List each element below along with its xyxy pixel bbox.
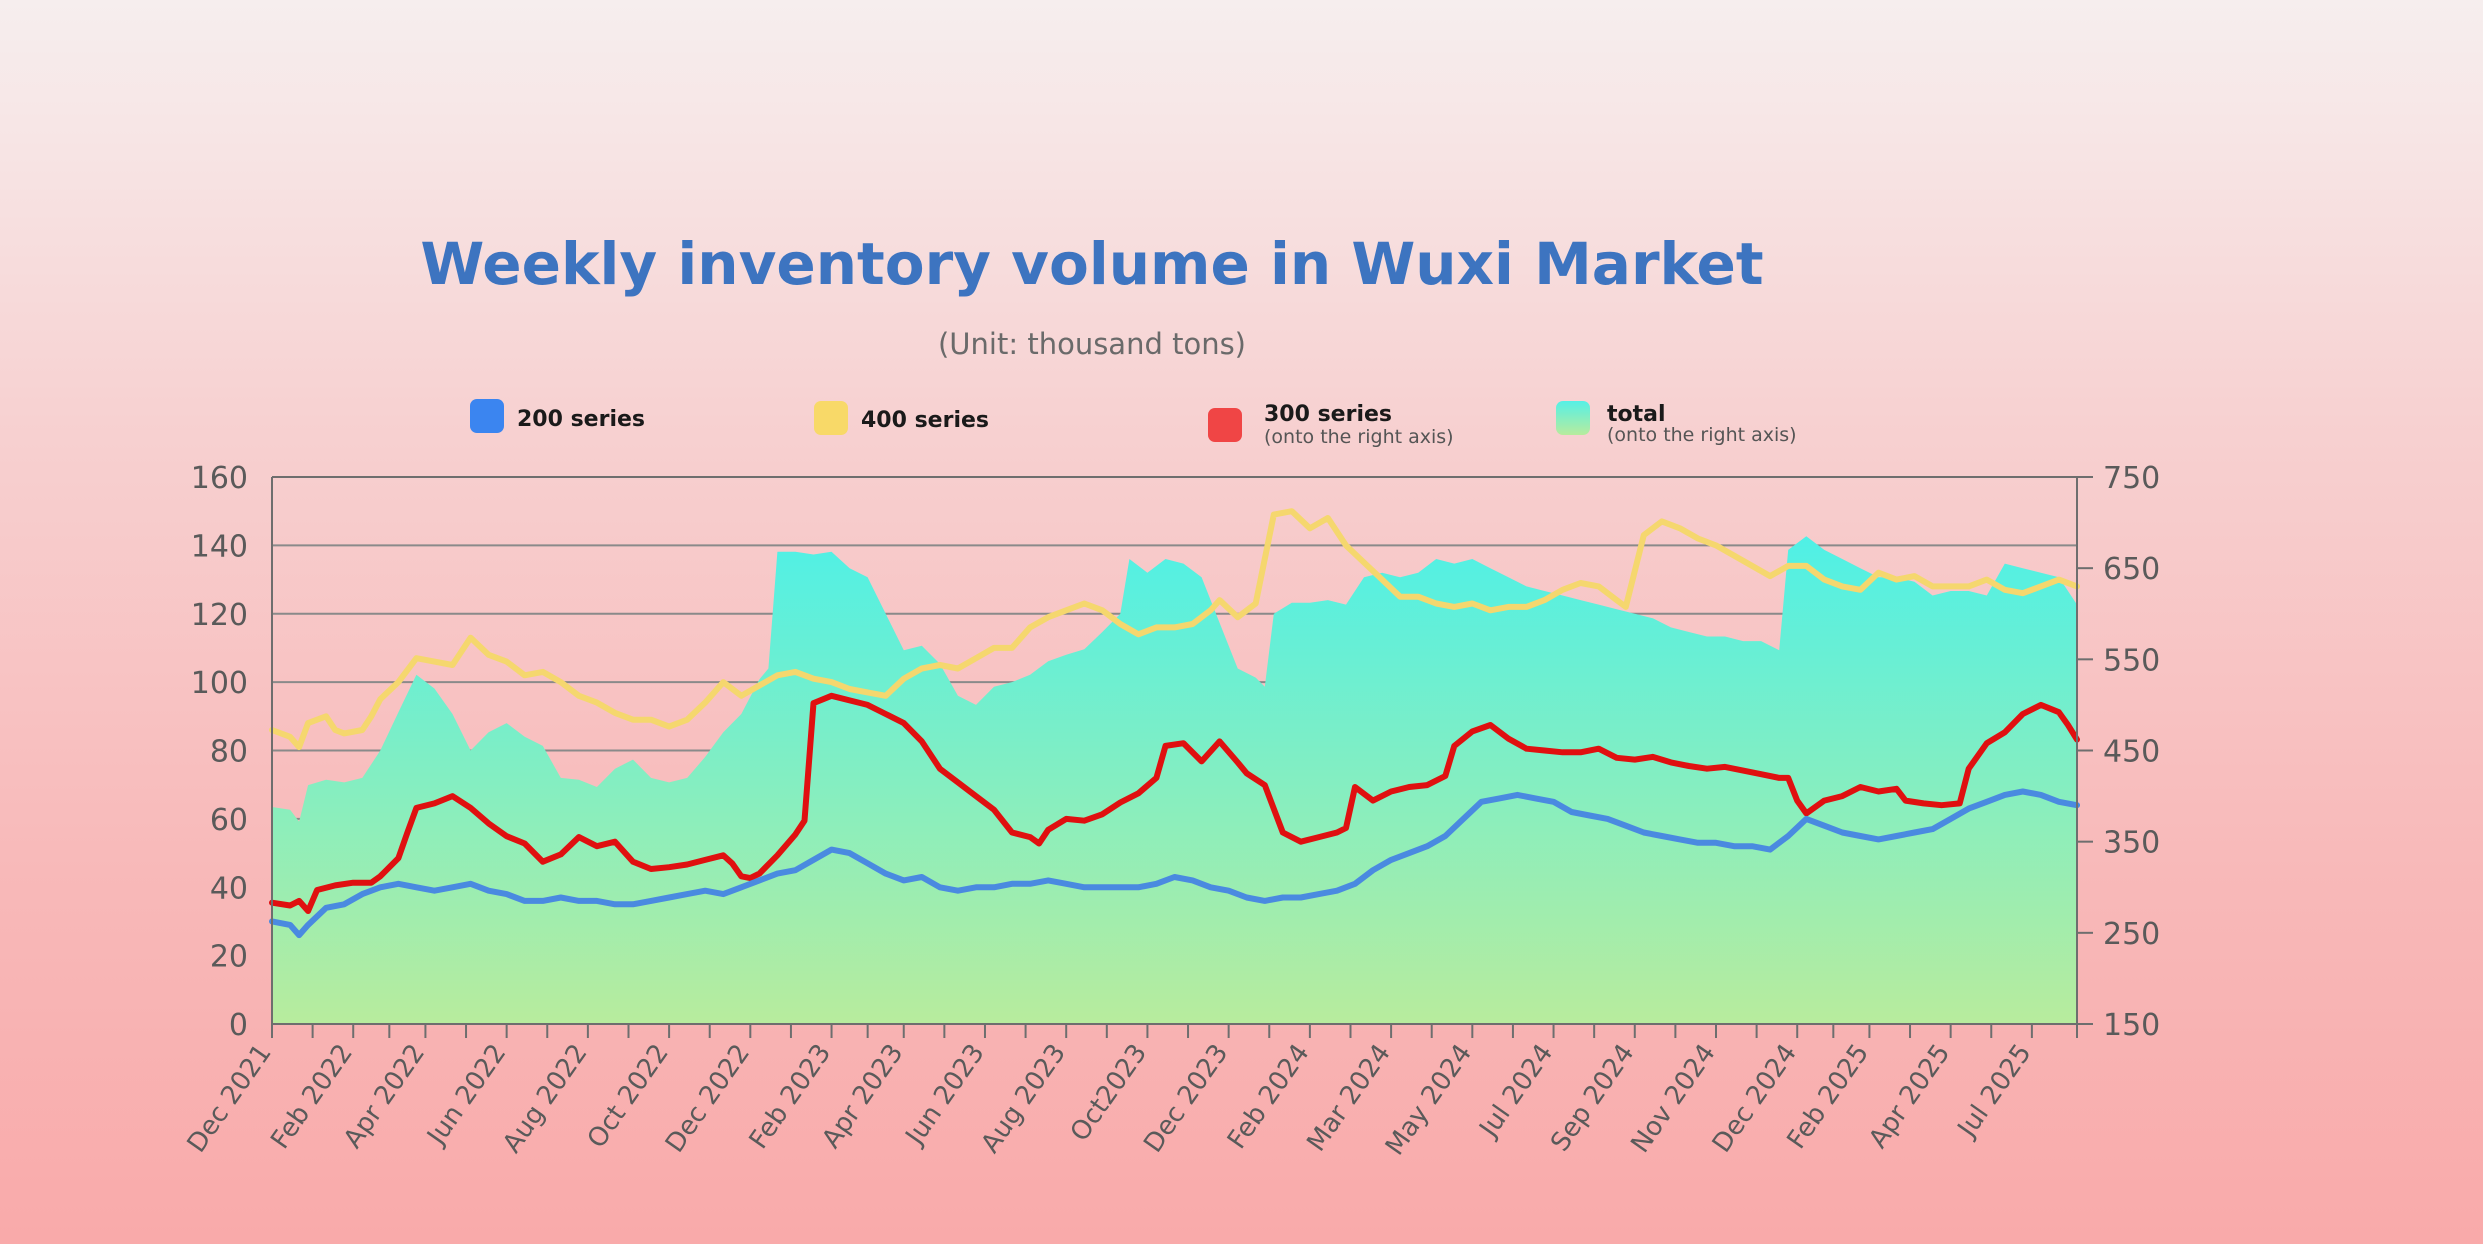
legend-label-200-series: 200 series — [517, 407, 645, 432]
y-right-tick-label: 350 — [2103, 826, 2160, 861]
x-tick-label: Feb 2024 — [1222, 1039, 1316, 1155]
legend-swatch-200-series — [470, 399, 504, 433]
y-left-tick-label: 100 — [191, 666, 248, 701]
legend-note-total: (onto the right axis) — [1607, 424, 1797, 446]
legend-swatch-300-series — [1208, 408, 1242, 442]
y-right-tick-label: 550 — [2103, 643, 2160, 678]
y-left-tick-label: 80 — [210, 735, 248, 770]
y-right-tick-label: 750 — [2103, 461, 2160, 496]
legend-label-400-series: 400 series — [861, 408, 989, 433]
x-tick-label: Dec 2023 — [1138, 1039, 1234, 1158]
legend-item-400-series: 400 series — [814, 401, 989, 435]
legend: 200 series 400 series 300 series (onto t… — [470, 399, 1797, 448]
x-tick-label: Jul 2025 — [1951, 1039, 2037, 1145]
x-tick-label: Jul 2024 — [1473, 1039, 1559, 1145]
x-tick-label: Oct 2022 — [582, 1039, 675, 1154]
legend-item-300-series: 300 series (onto the right axis) — [1208, 402, 1454, 448]
legend-note-300-series: (onto the right axis) — [1264, 426, 1454, 448]
y-right-tick-label: 150 — [2103, 1008, 2160, 1043]
x-tick-label: Jun 2023 — [899, 1039, 991, 1152]
y-left-tick-label: 160 — [191, 461, 248, 496]
y-left-tick-label: 40 — [210, 871, 248, 906]
series-line-200-series — [269, 788, 2080, 939]
series-layer — [269, 508, 2080, 1024]
x-tick-label: Apr 2025 — [1863, 1039, 1956, 1154]
x-tick-label: Jun 2022 — [421, 1039, 513, 1152]
y-left-tick-label: 60 — [210, 803, 248, 838]
chart-title: Weekly inventory volume in Wuxi Market — [420, 230, 1763, 298]
x-tick-label: Dec 2022 — [660, 1039, 756, 1158]
legend-label-total: total — [1607, 402, 1666, 427]
y-left-tick-label: 20 — [210, 940, 248, 975]
series-line-400-series — [269, 508, 2080, 751]
legend-item-200-series: 200 series — [470, 399, 645, 433]
series-area-total — [272, 536, 2077, 1024]
chart-subtitle: (Unit: thousand tons) — [938, 327, 1246, 361]
x-tick-label: Oct2023 — [1065, 1039, 1153, 1147]
legend-item-total: total (onto the right axis) — [1556, 401, 1797, 446]
y-right-tick-label: 450 — [2103, 735, 2160, 770]
y-left-tick-label: 0 — [229, 1008, 248, 1043]
legend-swatch-400-series — [814, 401, 848, 435]
x-tick-label: Dec 2021 — [182, 1039, 278, 1158]
legend-label-300-series: 300 series — [1264, 402, 1392, 427]
y-left-tick-label: 140 — [191, 529, 248, 564]
y-right-tick-label: 650 — [2103, 552, 2160, 587]
y-left-tick-label: 120 — [191, 598, 248, 633]
legend-swatch-total — [1556, 401, 1590, 435]
y-right-tick-label: 250 — [2103, 917, 2160, 952]
series-line-300-series — [269, 692, 2080, 914]
